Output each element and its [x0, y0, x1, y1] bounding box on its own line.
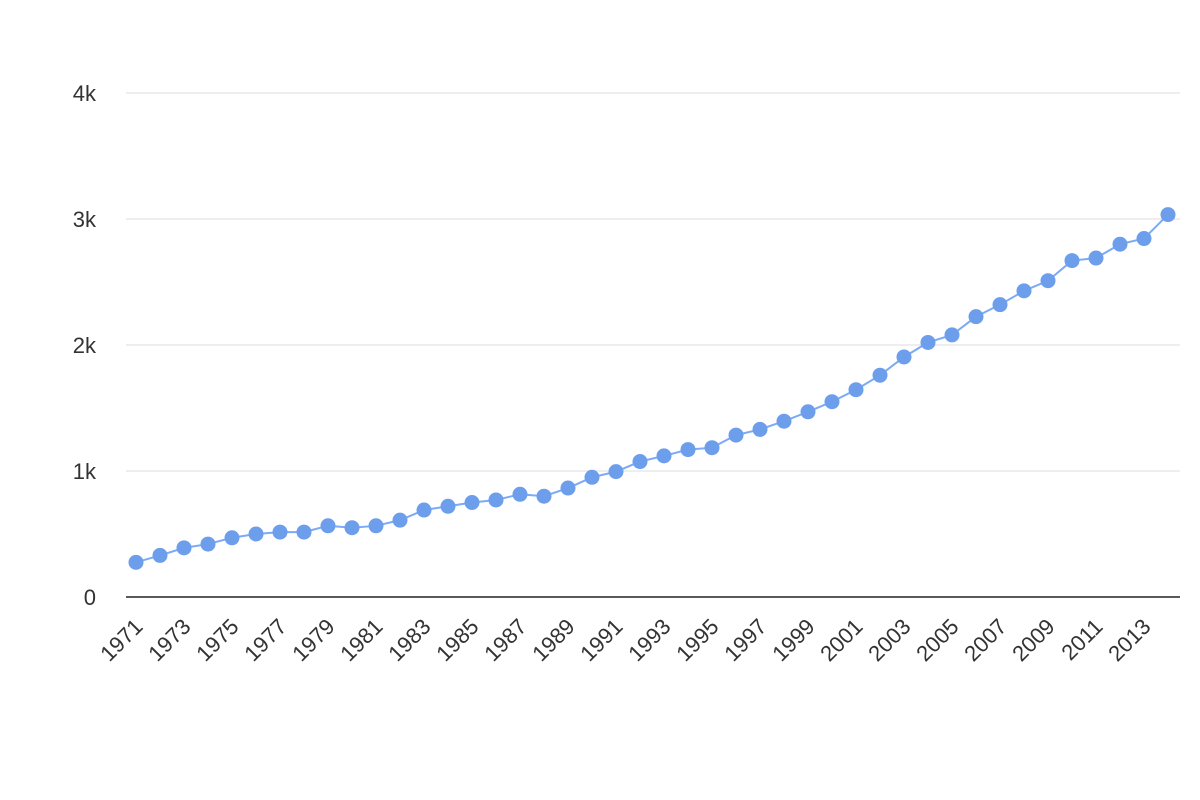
x-tick-label: 2005	[911, 614, 963, 666]
x-tick-label: 1975	[191, 614, 243, 666]
x-tick-label: 1977	[239, 614, 291, 666]
x-tick-label: 1997	[719, 614, 771, 666]
data-point	[1136, 231, 1152, 247]
data-point	[872, 367, 888, 383]
data-point	[968, 309, 984, 325]
series-1	[128, 207, 1176, 570]
data-point	[392, 512, 408, 528]
data-point	[776, 413, 792, 429]
data-point	[152, 547, 168, 563]
y-tick-label: 4k	[73, 81, 97, 106]
data-point	[1016, 283, 1032, 299]
x-tick-label: 1993	[623, 614, 675, 666]
x-tick-label: 1971	[95, 614, 147, 666]
data-point	[176, 540, 192, 556]
data-point	[560, 480, 576, 496]
data-point	[824, 394, 840, 410]
data-point	[632, 454, 648, 470]
y-tick-label: 3k	[73, 207, 97, 232]
data-point	[1112, 236, 1128, 252]
x-tick-label: 2007	[959, 614, 1011, 666]
data-point	[272, 524, 288, 540]
x-tick-label: 1979	[287, 614, 339, 666]
data-point	[464, 495, 480, 510]
x-tick-label: 2001	[815, 614, 867, 666]
data-point	[248, 526, 264, 542]
data-point	[896, 349, 912, 365]
x-tick-label: 1987	[479, 614, 531, 666]
data-point	[512, 486, 528, 502]
data-point	[224, 530, 240, 546]
data-point	[848, 382, 864, 398]
series-line	[135, 213, 1169, 564]
data-point	[944, 327, 960, 343]
y-axis-tick-labels: 0 1k 2k 3k 4k	[73, 81, 97, 610]
x-tick-label: 1985	[431, 614, 483, 666]
data-point	[1160, 207, 1176, 223]
data-point	[416, 502, 432, 518]
data-point	[920, 334, 936, 350]
x-tick-label: 2009	[1007, 614, 1059, 666]
data-point	[488, 492, 504, 508]
data-point	[1088, 250, 1104, 266]
gridlines	[126, 92, 1180, 472]
x-tick-label: 2011	[1056, 614, 1107, 665]
data-point	[704, 440, 720, 456]
x-tick-label: 1981	[335, 614, 387, 666]
data-point	[200, 536, 216, 552]
data-point	[680, 442, 696, 458]
data-point	[128, 554, 144, 570]
data-point	[296, 524, 312, 540]
x-axis-tick-labels: 1971197319751977197919811983198519871989…	[95, 614, 1155, 666]
x-tick-label: 1989	[527, 614, 579, 666]
x-tick-label: 1973	[143, 614, 195, 666]
data-point	[800, 404, 816, 420]
data-point	[440, 498, 456, 514]
y-tick-label: 1k	[73, 459, 97, 484]
data-point	[1064, 253, 1080, 269]
data-point	[344, 520, 360, 536]
x-tick-label: 2003	[863, 614, 915, 666]
y-tick-label: 0	[84, 585, 96, 610]
x-tick-label: 2013	[1103, 614, 1155, 666]
y-tick-label: 2k	[73, 333, 97, 358]
data-point	[536, 488, 552, 504]
data-point	[656, 448, 672, 464]
data-point	[320, 518, 336, 534]
data-point	[608, 464, 624, 480]
data-point	[728, 427, 744, 443]
x-tick-label: 1991	[575, 614, 627, 666]
data-point	[584, 469, 600, 485]
data-point	[992, 297, 1008, 313]
x-tick-label: 1983	[383, 614, 435, 666]
x-tick-label: 1999	[767, 614, 819, 666]
x-tick-label: 1995	[671, 614, 723, 666]
data-point	[752, 421, 768, 437]
data-point	[1040, 273, 1056, 289]
data-point	[368, 518, 384, 534]
